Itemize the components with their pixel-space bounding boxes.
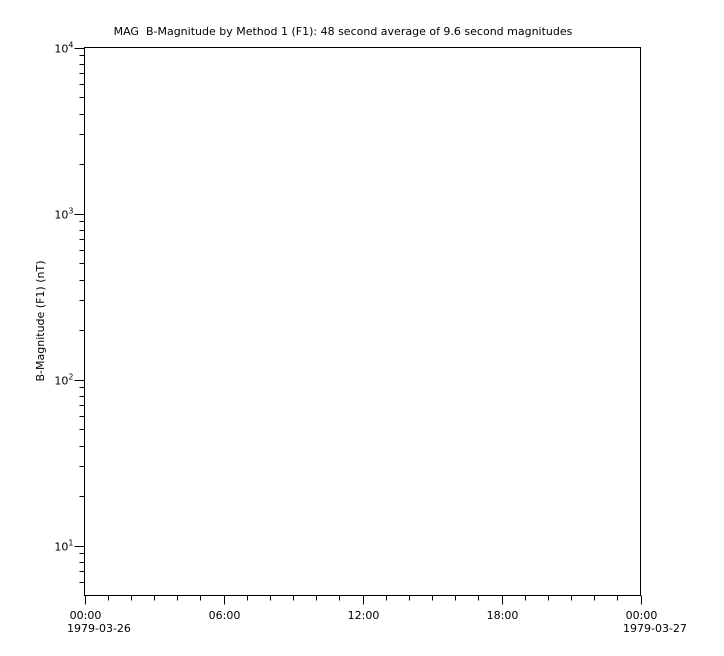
plot-border [84, 47, 641, 596]
x-tick-label: 18:00 [487, 609, 519, 622]
x-start-date-label: 1979-03-26 [67, 622, 131, 635]
y-tick-label: 101 [54, 539, 73, 554]
x-end-date-label: 1979-03-27 [623, 622, 687, 635]
x-tick-label: 06:00 [209, 609, 241, 622]
chart-title: MAG B-Magnitude by Method 1 (F1): 48 sec… [113, 25, 573, 38]
x-tick-label: 00:00 [626, 609, 658, 622]
y-tick-label: 103 [54, 207, 73, 222]
x-tick-label: 00:00 [70, 609, 102, 622]
y-tick-label: 104 [54, 41, 73, 56]
y-tick-label: 102 [54, 373, 73, 388]
x-tick-label: 12:00 [348, 609, 380, 622]
